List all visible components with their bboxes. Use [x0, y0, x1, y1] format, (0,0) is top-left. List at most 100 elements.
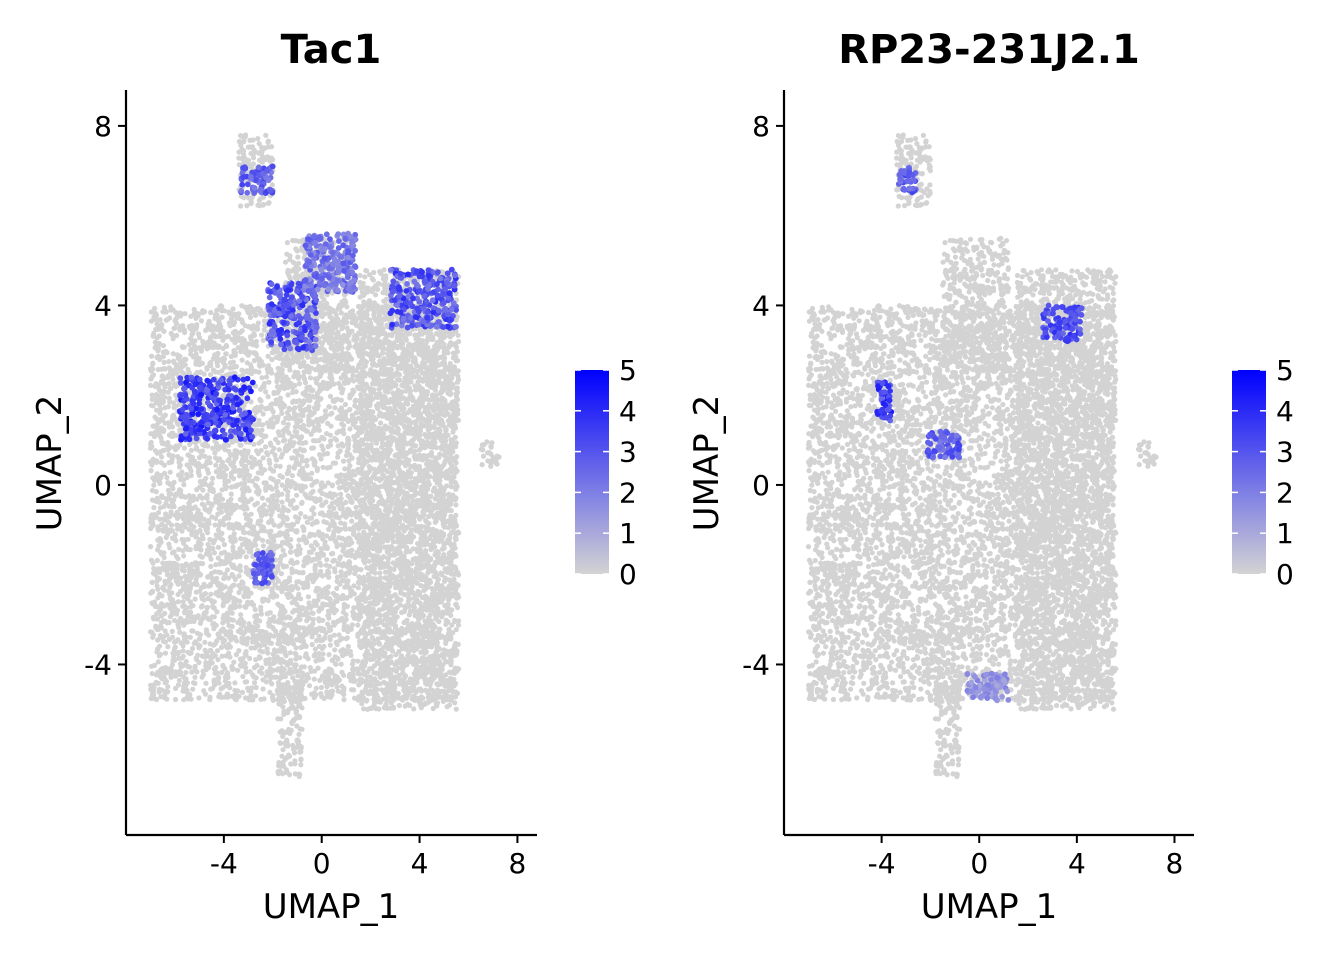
data-point — [237, 496, 243, 503]
data-point — [242, 679, 248, 685]
data-point — [176, 457, 182, 463]
data-point — [203, 327, 209, 334]
data-point — [173, 403, 179, 409]
data-point — [195, 642, 202, 648]
data-point — [167, 469, 173, 475]
data-point — [188, 351, 194, 357]
data-point — [330, 619, 337, 626]
data-point — [169, 570, 175, 576]
data-point — [236, 467, 243, 473]
data-point — [210, 642, 217, 648]
data-point — [351, 492, 357, 498]
data-point — [215, 569, 222, 575]
data-point — [275, 317, 281, 323]
data-point — [226, 478, 232, 484]
data-point — [167, 399, 173, 405]
data-point — [346, 559, 352, 565]
data-point — [285, 508, 291, 514]
data-point — [350, 387, 356, 393]
data-point — [347, 426, 353, 432]
data-point — [288, 544, 294, 550]
data-point — [316, 633, 322, 639]
data-point — [283, 653, 289, 659]
data-point — [310, 488, 316, 494]
data-point — [309, 641, 315, 648]
data-point — [346, 568, 352, 574]
data-point — [195, 613, 201, 619]
data-point — [157, 410, 163, 416]
data-point — [340, 458, 347, 464]
data-point — [331, 566, 338, 572]
data-point — [300, 524, 306, 530]
data-point — [332, 460, 339, 466]
data-point — [310, 445, 317, 451]
data-point — [164, 620, 170, 626]
data-point — [187, 441, 193, 447]
data-point — [213, 562, 219, 568]
data-point — [179, 640, 186, 647]
data-point — [208, 309, 214, 316]
data-point — [339, 390, 345, 396]
data-point — [169, 662, 175, 668]
data-point — [309, 421, 315, 427]
data-point — [303, 406, 309, 413]
data-point — [203, 680, 209, 686]
data-point — [198, 541, 204, 547]
data-point — [269, 681, 275, 687]
data-point — [292, 463, 298, 469]
data-point — [258, 438, 264, 444]
data-point — [186, 508, 193, 514]
data-point — [267, 689, 273, 695]
data-point — [157, 569, 163, 576]
data-point — [160, 585, 166, 591]
data-point — [167, 444, 173, 450]
data-point — [279, 588, 285, 594]
data-point — [213, 493, 220, 499]
data-point — [197, 520, 203, 526]
data-point — [260, 686, 266, 692]
data-point — [157, 406, 164, 412]
data-point — [288, 549, 294, 555]
data-point — [168, 386, 174, 392]
data-point — [294, 601, 300, 607]
data-point — [262, 323, 268, 329]
data-point — [265, 394, 271, 400]
data-point — [345, 643, 351, 650]
data-point — [405, 653, 411, 659]
data-point — [194, 322, 200, 328]
data-point — [211, 537, 217, 544]
data-point — [314, 542, 320, 548]
data-point — [292, 405, 298, 411]
data-point — [202, 647, 208, 653]
data-point — [325, 613, 331, 619]
data-point — [278, 454, 284, 460]
data-point — [328, 423, 334, 429]
data-point — [355, 658, 361, 664]
data-point — [196, 659, 202, 666]
data-point — [148, 544, 154, 550]
data-point — [237, 563, 243, 569]
data-point — [214, 307, 220, 313]
data-point — [214, 638, 220, 644]
data-point — [236, 648, 242, 654]
data-point — [221, 542, 227, 548]
data-point — [341, 697, 347, 703]
data-point — [178, 473, 184, 479]
data-point — [162, 639, 168, 645]
data-point — [306, 683, 313, 689]
data-point — [358, 567, 364, 573]
data-point — [275, 429, 281, 435]
data-point — [187, 692, 193, 698]
data-point — [266, 379, 272, 385]
data-point — [180, 506, 186, 512]
data-point — [229, 364, 235, 371]
data-point — [175, 599, 181, 605]
data-point — [278, 553, 285, 559]
data-point — [280, 519, 286, 525]
data-point — [168, 581, 174, 588]
data-point — [155, 659, 161, 665]
data-point — [260, 543, 266, 549]
data-point — [325, 608, 331, 614]
data-point — [238, 442, 244, 448]
